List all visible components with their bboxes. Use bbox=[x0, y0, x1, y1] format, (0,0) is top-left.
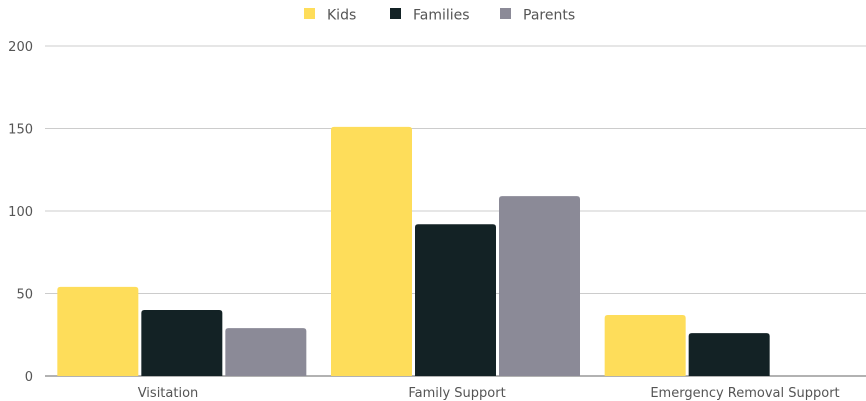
bar-families-emergency-removal-support bbox=[688, 333, 770, 376]
legend-label: Kids bbox=[327, 8, 356, 24]
legend-label: Families bbox=[413, 8, 470, 24]
bar-families-visitation bbox=[141, 310, 223, 376]
x-category-label: Family Support bbox=[408, 386, 505, 401]
legend-item-kids[interactable]: Kids bbox=[304, 8, 356, 24]
bar-parents-visitation bbox=[225, 328, 307, 376]
y-tick-label: 200 bbox=[8, 40, 33, 55]
bar-kids-emergency-removal-support bbox=[604, 314, 686, 376]
legend-swatch bbox=[390, 8, 401, 19]
y-tick-label: 100 bbox=[8, 205, 33, 220]
legend-item-families[interactable]: Families bbox=[390, 8, 470, 24]
x-category-label: Visitation bbox=[138, 386, 199, 401]
bar-kids-visitation bbox=[57, 286, 139, 376]
legend: Kids Families Parents bbox=[304, 8, 575, 24]
bar-parents-family-support bbox=[499, 196, 580, 376]
bars bbox=[57, 126, 770, 376]
y-tick-label: 0 bbox=[25, 370, 33, 385]
bar-families-family-support bbox=[415, 224, 496, 376]
x-axis: Visitation Family Support Emergency Remova… bbox=[138, 386, 840, 401]
legend-label: Parents bbox=[523, 8, 575, 24]
x-category-label: Emergency Removal Support bbox=[650, 386, 839, 401]
y-axis: 0 50 100 150 200 bbox=[8, 40, 33, 385]
legend-item-parents[interactable]: Parents bbox=[500, 8, 575, 24]
legend-swatch bbox=[304, 8, 315, 19]
legend-swatch bbox=[500, 8, 511, 19]
y-tick-label: 50 bbox=[16, 288, 33, 303]
bar-kids-family-support bbox=[331, 126, 412, 376]
y-tick-label: 150 bbox=[8, 123, 33, 138]
